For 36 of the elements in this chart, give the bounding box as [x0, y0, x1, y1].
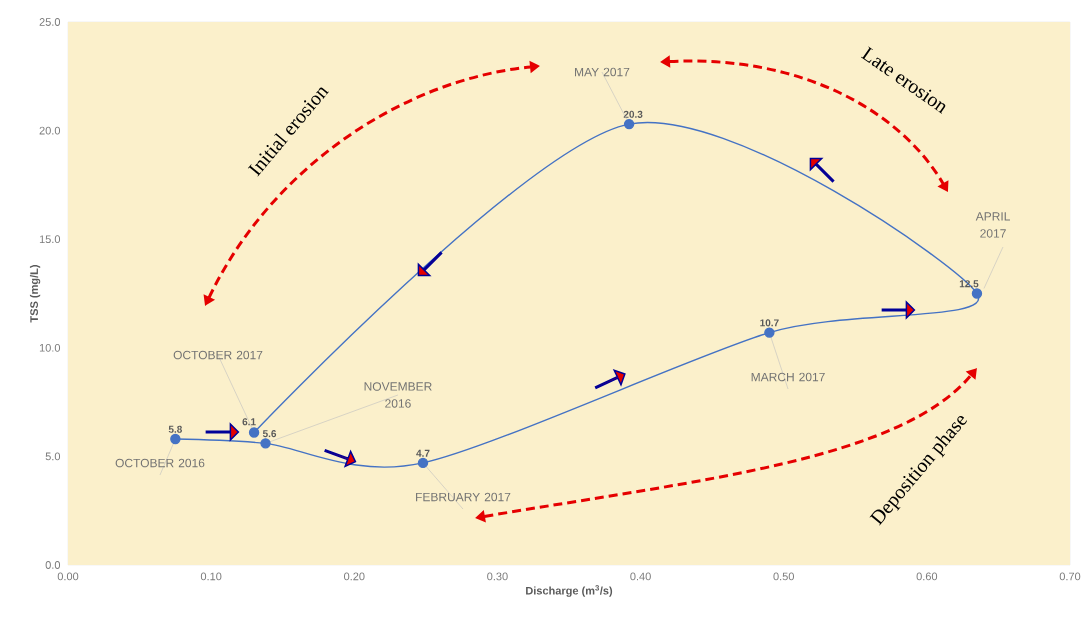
x-tick-label: 0.70 — [1059, 572, 1081, 581]
x-tick-label: 0.50 — [773, 572, 794, 581]
y-axis-title: TSS (mg/L) — [29, 265, 41, 323]
x-tick-label: 0.60 — [916, 572, 938, 581]
point — [248, 427, 260, 438]
point — [623, 118, 635, 130]
x-tick-label: 0.00 — [57, 572, 79, 581]
point — [764, 327, 775, 338]
annotation: FEBRUARY 2017 — [416, 492, 511, 502]
y-tick-label: 0.0 — [45, 561, 61, 569]
data-label: 20.3 — [623, 110, 643, 118]
data-label: 5.8 — [168, 425, 182, 433]
annotation: OCTOBER 2017 — [173, 350, 263, 360]
y-tick-label: 10.0 — [39, 343, 61, 352]
annotation: NOVEMBER 2016 — [364, 382, 432, 408]
data-label: 5.6 — [262, 430, 277, 438]
y-tick-label: 5.0 — [45, 452, 61, 461]
y-tick-label: 25.0 — [39, 18, 61, 26]
annotation: APRIL 2017 — [975, 212, 1010, 238]
x-axis-title: Discharge (m$^{3}$/s) — [526, 585, 613, 597]
data-label: 10.7 — [760, 319, 779, 327]
data-label: 6.1 — [242, 418, 256, 426]
point — [417, 457, 429, 469]
point — [971, 288, 983, 299]
x-tick-label: 0.10 — [200, 572, 222, 581]
data-label: 4.7 — [416, 449, 430, 457]
x-tick-label: 0.40 — [630, 572, 651, 581]
x-tick-label: 0.30 — [487, 572, 508, 581]
annotation: OCTOBER 2016 — [115, 458, 205, 468]
point — [170, 433, 181, 445]
annotation: MARCH 2017 — [751, 372, 825, 382]
point — [260, 438, 271, 449]
y-tick-label: 15.0 — [39, 235, 61, 244]
x-tick-label: 0.20 — [344, 572, 365, 581]
annotation: MAY 2017 — [575, 67, 630, 77]
y-tick-label: 20.0 — [39, 126, 61, 135]
